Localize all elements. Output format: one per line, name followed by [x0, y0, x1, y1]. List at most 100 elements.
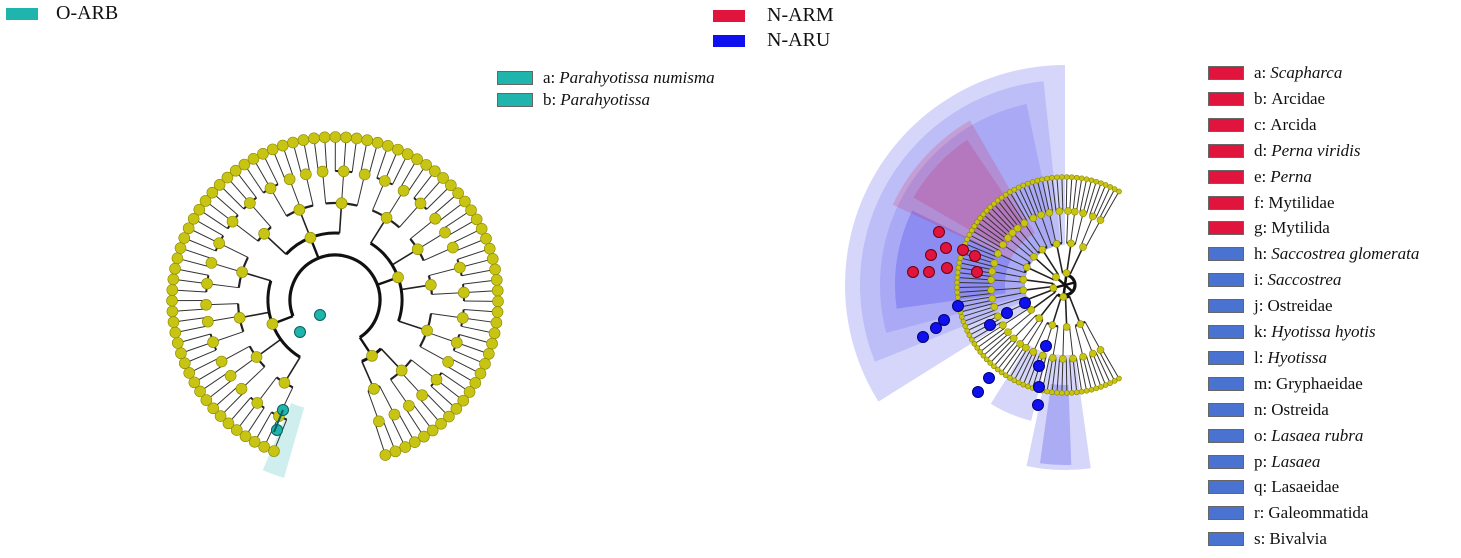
leaf-node — [1116, 375, 1122, 382]
order-node — [304, 231, 317, 244]
leaf-node — [1064, 174, 1070, 180]
branch — [1075, 358, 1083, 392]
leaf-node — [1049, 389, 1055, 396]
legend-taxon: Perna viridis — [1271, 140, 1361, 160]
branch — [1001, 344, 1022, 373]
branch — [1095, 186, 1111, 218]
genus-node — [999, 321, 1007, 330]
group-legend-o-arb: O-ARB — [6, 2, 118, 25]
leaf-node — [329, 131, 342, 143]
leaf-node — [408, 436, 421, 448]
legend-key: l: — [1254, 347, 1264, 367]
order-node — [392, 271, 404, 284]
branch — [1007, 311, 1033, 333]
legend-swatch — [1208, 273, 1244, 288]
branch — [1005, 346, 1025, 376]
leaf-node — [980, 211, 987, 218]
branch — [1027, 183, 1041, 216]
legend-key: p: — [1254, 451, 1268, 471]
family-node — [380, 212, 393, 224]
branch — [1079, 357, 1088, 391]
branch — [991, 287, 1024, 291]
branch — [1032, 217, 1048, 248]
leaf-node — [437, 172, 449, 184]
o-arb-swatch — [6, 7, 38, 20]
leaf-node — [443, 410, 455, 423]
legend-item: s: Bivalvia — [1208, 529, 1327, 549]
branch — [1080, 323, 1094, 354]
genus-node — [1029, 348, 1038, 356]
genus-node — [457, 286, 470, 299]
branch — [969, 234, 1000, 252]
branch — [1098, 188, 1116, 220]
genus-node — [987, 286, 995, 294]
leaf-node — [490, 316, 503, 329]
highlight-sector-l — [1039, 384, 1072, 466]
red-node — [933, 226, 945, 238]
leaf-node — [1007, 375, 1013, 381]
leaf-node — [465, 204, 477, 217]
leaf-node — [308, 132, 320, 145]
leaf-node — [178, 357, 191, 370]
genus-node — [987, 276, 995, 284]
genus-node — [300, 168, 312, 181]
legend-swatch — [1208, 532, 1244, 547]
blue-node — [938, 314, 950, 326]
blue-node — [984, 319, 996, 331]
genus-node — [1004, 328, 1012, 336]
genus-node — [1016, 340, 1025, 348]
leaf-node — [411, 153, 423, 165]
legend-item: g: Mytilida — [1208, 218, 1330, 238]
leaf-node — [1098, 180, 1104, 186]
genus-node — [456, 312, 469, 324]
genus-node — [1089, 349, 1097, 358]
leaf-node — [1034, 177, 1041, 184]
branch — [1092, 353, 1107, 386]
branch — [1079, 179, 1088, 213]
genus-node — [224, 370, 237, 382]
legend-key: g: — [1254, 218, 1268, 238]
genus-node — [1070, 207, 1079, 216]
genus-node — [235, 383, 248, 395]
leaf-node — [229, 164, 242, 177]
branch — [1089, 182, 1102, 216]
branch — [1013, 314, 1037, 339]
branch — [1066, 211, 1069, 244]
genus-node — [1064, 207, 1072, 215]
family-node — [425, 279, 437, 291]
leaf-node — [379, 449, 392, 461]
branch — [1080, 216, 1094, 247]
leaf-node — [1002, 372, 1009, 379]
family-node — [335, 197, 348, 210]
leaf-node — [1011, 377, 1018, 384]
legend-key: i: — [1254, 270, 1264, 290]
order-node — [266, 318, 279, 330]
leaf-node — [401, 148, 414, 160]
leaf-node — [169, 326, 182, 339]
leaf-node — [194, 385, 206, 398]
legend-taxon: Arcidae — [1271, 88, 1326, 108]
genus-node — [202, 315, 214, 328]
leaf-node — [187, 212, 200, 225]
genus-node — [251, 397, 264, 409]
branch — [1074, 213, 1084, 245]
leaf-node — [983, 356, 990, 363]
leaf-node — [1020, 381, 1027, 388]
branch — [961, 306, 995, 318]
leaf-node — [392, 143, 404, 156]
branch — [983, 333, 1010, 357]
genus-node — [316, 165, 329, 178]
branch — [1023, 222, 1043, 251]
branch — [1082, 356, 1092, 390]
branch — [1061, 358, 1064, 393]
family-node — [1079, 243, 1087, 251]
leaf-node — [998, 194, 1005, 201]
leaf-node — [998, 369, 1005, 376]
order-node — [1062, 269, 1071, 277]
leaf-node — [958, 314, 965, 320]
leaf-node — [266, 143, 279, 156]
branch — [1085, 181, 1097, 215]
family-node — [395, 364, 408, 377]
genus-node — [447, 241, 459, 254]
branch — [1065, 243, 1072, 274]
